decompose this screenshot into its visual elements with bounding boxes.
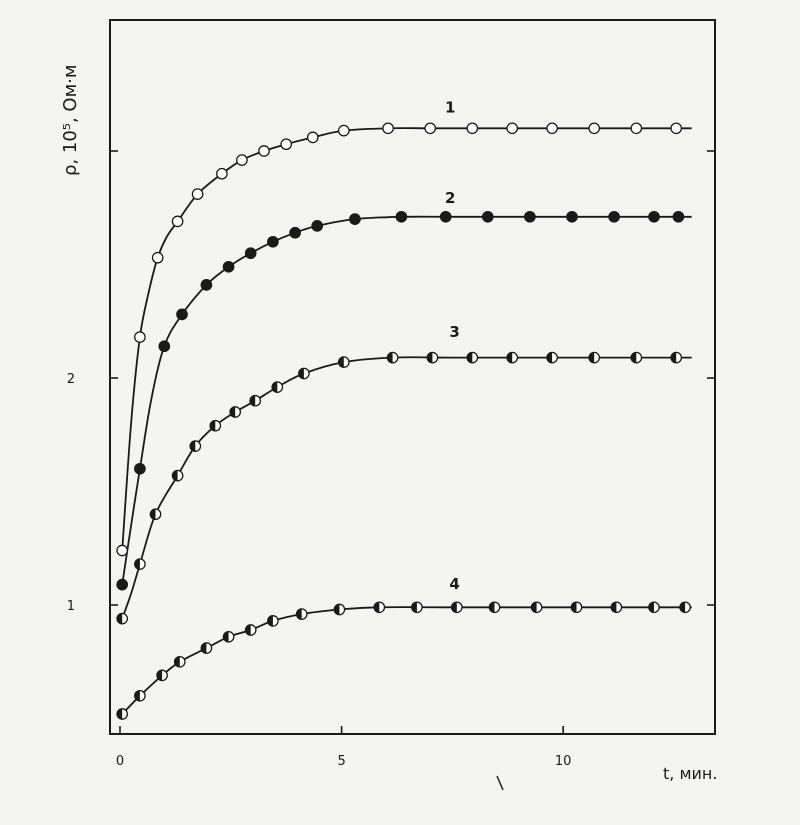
series-4-point bbox=[135, 691, 145, 701]
series-4-point bbox=[452, 602, 462, 612]
series-markers bbox=[117, 123, 690, 719]
series-2-point bbox=[567, 212, 577, 222]
series-1-point bbox=[467, 123, 477, 133]
series-1-point bbox=[383, 123, 393, 133]
series-4-label: 4 bbox=[449, 575, 459, 593]
series-1-point bbox=[308, 132, 318, 142]
stray-mark bbox=[497, 776, 503, 790]
series-2-point bbox=[441, 212, 451, 222]
series-2-point bbox=[312, 221, 322, 231]
series-1-point bbox=[281, 139, 291, 149]
series-1-point bbox=[117, 545, 127, 555]
series-3-point bbox=[172, 470, 182, 480]
series-1-point bbox=[547, 123, 557, 133]
series-3-point bbox=[467, 352, 477, 362]
series-1-point bbox=[631, 123, 641, 133]
plot-frame bbox=[110, 20, 715, 734]
series-4-point bbox=[489, 602, 499, 612]
series-4-point bbox=[334, 604, 344, 614]
series-1-point bbox=[172, 216, 182, 226]
x-tick-label: 10 bbox=[555, 754, 572, 769]
series-3-point bbox=[507, 352, 517, 362]
series-1-point bbox=[425, 123, 435, 133]
series-4-point bbox=[223, 632, 233, 642]
series-1-point bbox=[589, 123, 599, 133]
y-tick-label: 2 bbox=[67, 372, 75, 387]
series-3-point bbox=[427, 352, 437, 362]
series-3-point bbox=[387, 352, 397, 362]
series-3-point bbox=[589, 352, 599, 362]
series-4-point bbox=[268, 616, 278, 626]
series-4-point bbox=[611, 602, 621, 612]
series-4-point bbox=[531, 602, 541, 612]
x-tick-label: 5 bbox=[337, 754, 345, 769]
series-4-point bbox=[571, 602, 581, 612]
series-1-point bbox=[259, 146, 269, 156]
series-2-point bbox=[525, 212, 535, 222]
series-1-line bbox=[122, 128, 692, 550]
y-tick-label: 1 bbox=[67, 599, 75, 614]
series-4-point bbox=[246, 625, 256, 635]
series-3-point bbox=[339, 357, 349, 367]
x-tick-label: 0 bbox=[116, 754, 124, 769]
series-2-point bbox=[177, 309, 187, 319]
series-1-point bbox=[192, 189, 202, 199]
series-3-point bbox=[150, 509, 160, 519]
series-3-point bbox=[631, 352, 641, 362]
series-4-point bbox=[297, 609, 307, 619]
series-2-point bbox=[290, 228, 300, 238]
x-axis-label: t, мин. bbox=[663, 764, 717, 783]
series-2-point bbox=[135, 464, 145, 474]
series-4-point bbox=[412, 602, 422, 612]
series-4-point bbox=[649, 602, 659, 612]
series-2-point bbox=[201, 280, 211, 290]
series-1-point bbox=[237, 155, 247, 165]
series-1-point bbox=[339, 125, 349, 135]
series-3-point bbox=[272, 382, 282, 392]
series-2-point bbox=[649, 212, 659, 222]
series-2-point bbox=[159, 341, 169, 351]
series-2-point bbox=[117, 579, 127, 589]
series-3-point bbox=[671, 352, 681, 362]
series-3-point bbox=[135, 559, 145, 569]
series-3-point bbox=[299, 368, 309, 378]
series-4-point bbox=[175, 657, 185, 667]
series-4-point bbox=[117, 709, 127, 719]
y-axis-label: ρ, 10⁵, Ом·м bbox=[60, 65, 81, 176]
series-4-point bbox=[201, 643, 211, 653]
series-3-point bbox=[250, 396, 260, 406]
series-1-point bbox=[217, 169, 227, 179]
series-labels: 1 2 3 4 bbox=[445, 98, 460, 593]
series-4-point bbox=[374, 602, 384, 612]
series-2-point bbox=[483, 212, 493, 222]
series-2-point bbox=[246, 248, 256, 258]
series-2-label: 2 bbox=[445, 189, 455, 207]
series-3-point bbox=[230, 407, 240, 417]
series-2-point bbox=[350, 214, 360, 224]
series-3-point bbox=[117, 613, 127, 623]
series-1-label: 1 bbox=[445, 98, 455, 116]
series-1-point bbox=[671, 123, 681, 133]
series-4-line bbox=[122, 607, 692, 714]
series-1-point bbox=[507, 123, 517, 133]
series-2-point bbox=[396, 212, 406, 222]
series-2-point bbox=[268, 237, 278, 247]
series-3-label: 3 bbox=[449, 323, 459, 341]
series-1-point bbox=[135, 332, 145, 342]
series-1-point bbox=[153, 253, 163, 263]
series-2-point bbox=[673, 212, 683, 222]
series-3-line bbox=[122, 357, 692, 618]
series-2-point bbox=[609, 212, 619, 222]
series-2-line bbox=[122, 217, 692, 585]
series-3-point bbox=[547, 352, 557, 362]
series-3-point bbox=[190, 441, 200, 451]
series-4-point bbox=[157, 670, 167, 680]
series-2-point bbox=[223, 262, 233, 272]
series-3-point bbox=[210, 421, 220, 431]
series-4-point bbox=[680, 602, 690, 612]
